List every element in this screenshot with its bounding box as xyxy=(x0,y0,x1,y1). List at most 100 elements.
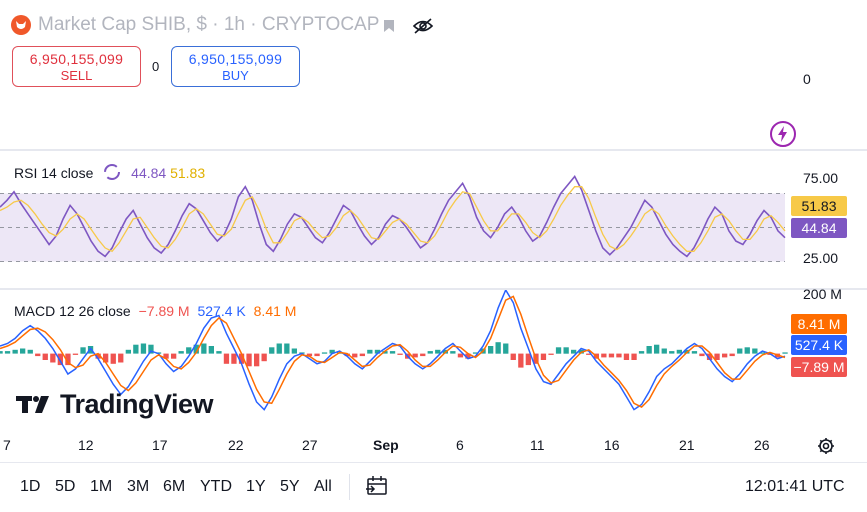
x-tick-label: 26 xyxy=(754,437,770,453)
macd-histogram-bar xyxy=(488,346,494,354)
timeframe-button-ytd[interactable]: YTD xyxy=(200,478,232,495)
macd-histogram-bar xyxy=(4,351,11,354)
macd-histogram-bar xyxy=(352,353,358,358)
macd-histogram-bar xyxy=(450,351,456,354)
macd-histogram-bar xyxy=(631,353,637,360)
macd-axis-top: 200 M xyxy=(803,286,842,302)
timeframe-button-1y[interactable]: 1Y xyxy=(246,478,266,495)
bolt-icon[interactable] xyxy=(770,121,796,147)
macd-histogram-bar xyxy=(57,353,63,366)
clock[interactable]: 12:01:41 UTC xyxy=(745,478,845,495)
macd-histogram-bar xyxy=(495,342,501,354)
buy-label: BUY xyxy=(222,68,249,83)
x-tick-label: 21 xyxy=(679,437,695,453)
x-tick-label: 12 xyxy=(78,437,94,453)
macd-histogram-bar xyxy=(321,352,328,354)
flag-icon[interactable] xyxy=(382,19,396,33)
timeframe-button-1d[interactable]: 1D xyxy=(20,478,41,495)
buy-price: 6,950,155,099 xyxy=(188,51,283,67)
eye-off-icon[interactable] xyxy=(412,17,434,35)
toolbar-separator xyxy=(0,462,867,463)
watermark-text: TradingView xyxy=(60,389,214,419)
macd-histogram-bar xyxy=(661,348,667,354)
spread-value: 0 xyxy=(152,59,160,74)
x-tick-label: 7 xyxy=(3,437,11,453)
rsi-axis-bottom: 25.00 xyxy=(803,250,839,266)
macd-histogram-bar xyxy=(706,353,713,360)
rsi-legend: RSI 14 close 44.84 51.83 xyxy=(14,163,205,184)
macd-histogram-bar xyxy=(646,346,652,354)
macd-histogram-bar xyxy=(638,351,645,354)
macd-histogram-bar xyxy=(27,349,33,354)
macd-histogram-bar xyxy=(427,351,433,354)
macd-histogram-bar xyxy=(359,353,365,357)
macd-histogram-bar xyxy=(555,347,562,354)
macd-histogram-bar xyxy=(246,353,252,367)
rsi-ma-price-tag: 51.83 xyxy=(791,196,847,216)
macd-histogram-bar xyxy=(65,353,71,366)
tradingview-logo-icon xyxy=(16,391,54,422)
macd-histogram-bar xyxy=(125,349,131,354)
rsi-chart[interactable] xyxy=(0,151,790,287)
macd-histogram-bar xyxy=(148,344,154,354)
macd-histogram-bar xyxy=(623,353,630,360)
macd-histogram-bar xyxy=(782,352,788,354)
macd-histogram-bar xyxy=(676,349,682,354)
macd-histogram-bar xyxy=(12,349,18,354)
gear-icon[interactable] xyxy=(816,436,836,461)
macd-histogram-bar xyxy=(397,353,403,355)
macd-histogram-bar xyxy=(186,347,192,354)
macd-histogram-bar xyxy=(420,353,426,357)
tradingview-watermark[interactable]: TradingView xyxy=(16,389,214,422)
macd-histogram-bar xyxy=(540,353,547,360)
macd-histogram-bar xyxy=(699,353,705,357)
macd-histogram-bar xyxy=(608,353,615,358)
macd-histogram-bar xyxy=(42,353,48,360)
timeframe-button-5d[interactable]: 5D xyxy=(55,478,76,495)
macd-histogram-bar xyxy=(465,353,471,359)
buy-button[interactable]: 6,950,155,099 BUY xyxy=(171,46,300,87)
toolbar-divider xyxy=(349,474,350,500)
timeframe-button-3m[interactable]: 3M xyxy=(127,478,150,495)
macd-histogram-bar xyxy=(722,353,728,358)
macd-histogram-bar xyxy=(714,353,720,360)
macd-histogram-bar xyxy=(548,353,554,355)
macd-histogram-bar xyxy=(525,353,531,366)
compare-calendar-icon[interactable] xyxy=(365,475,389,502)
x-tick-label: 11 xyxy=(530,437,545,453)
macd-histogram-bar xyxy=(35,353,41,357)
macd-histogram-bar xyxy=(140,343,147,354)
macd-histogram-bar xyxy=(691,351,698,354)
macd-histogram-bar xyxy=(510,353,516,360)
macd-histogram-bar xyxy=(0,351,3,354)
pane-separator[interactable] xyxy=(0,149,867,151)
macd-histogram-bar xyxy=(412,353,418,358)
rsi-ma-line xyxy=(0,186,786,253)
macd-chart[interactable] xyxy=(0,290,790,430)
macd-histogram-bar xyxy=(291,348,297,354)
timeframe-button-all[interactable]: All xyxy=(314,478,332,495)
macd-histogram-bar xyxy=(171,353,177,359)
timeframe-button-5y[interactable]: 5Y xyxy=(280,478,300,495)
macd-histogram-bar xyxy=(435,349,441,354)
macd-histogram-bar xyxy=(103,353,109,363)
symbol-title[interactable]: Market Cap SHIB, $ · 1h · CRYPTOCAP xyxy=(38,14,380,35)
macd-histogram-bar xyxy=(571,349,577,354)
macd-histogram-bar xyxy=(314,353,320,357)
cycle-icon[interactable] xyxy=(103,163,121,184)
rsi-price-tag: 44.84 xyxy=(791,218,847,238)
macd-histogram-bar xyxy=(201,343,207,354)
timeframe-button-1m[interactable]: 1M xyxy=(90,478,113,495)
macd-histogram-bar xyxy=(306,353,313,357)
macd-signal-value: 8.41 M xyxy=(253,303,297,319)
macd-histogram-bar xyxy=(254,353,260,367)
timeframe-button-6m[interactable]: 6M xyxy=(163,478,186,495)
macd-histogram-bar xyxy=(344,353,350,357)
macd-histogram-bar xyxy=(616,353,622,358)
macd-histogram-bar xyxy=(472,352,479,354)
macd-histogram-bar xyxy=(729,353,735,357)
sell-button[interactable]: 6,950,155,099 SELL xyxy=(12,46,141,87)
x-tick-label: 22 xyxy=(228,437,244,453)
pane-separator[interactable] xyxy=(0,288,867,290)
macd-histogram-bar xyxy=(737,348,743,354)
